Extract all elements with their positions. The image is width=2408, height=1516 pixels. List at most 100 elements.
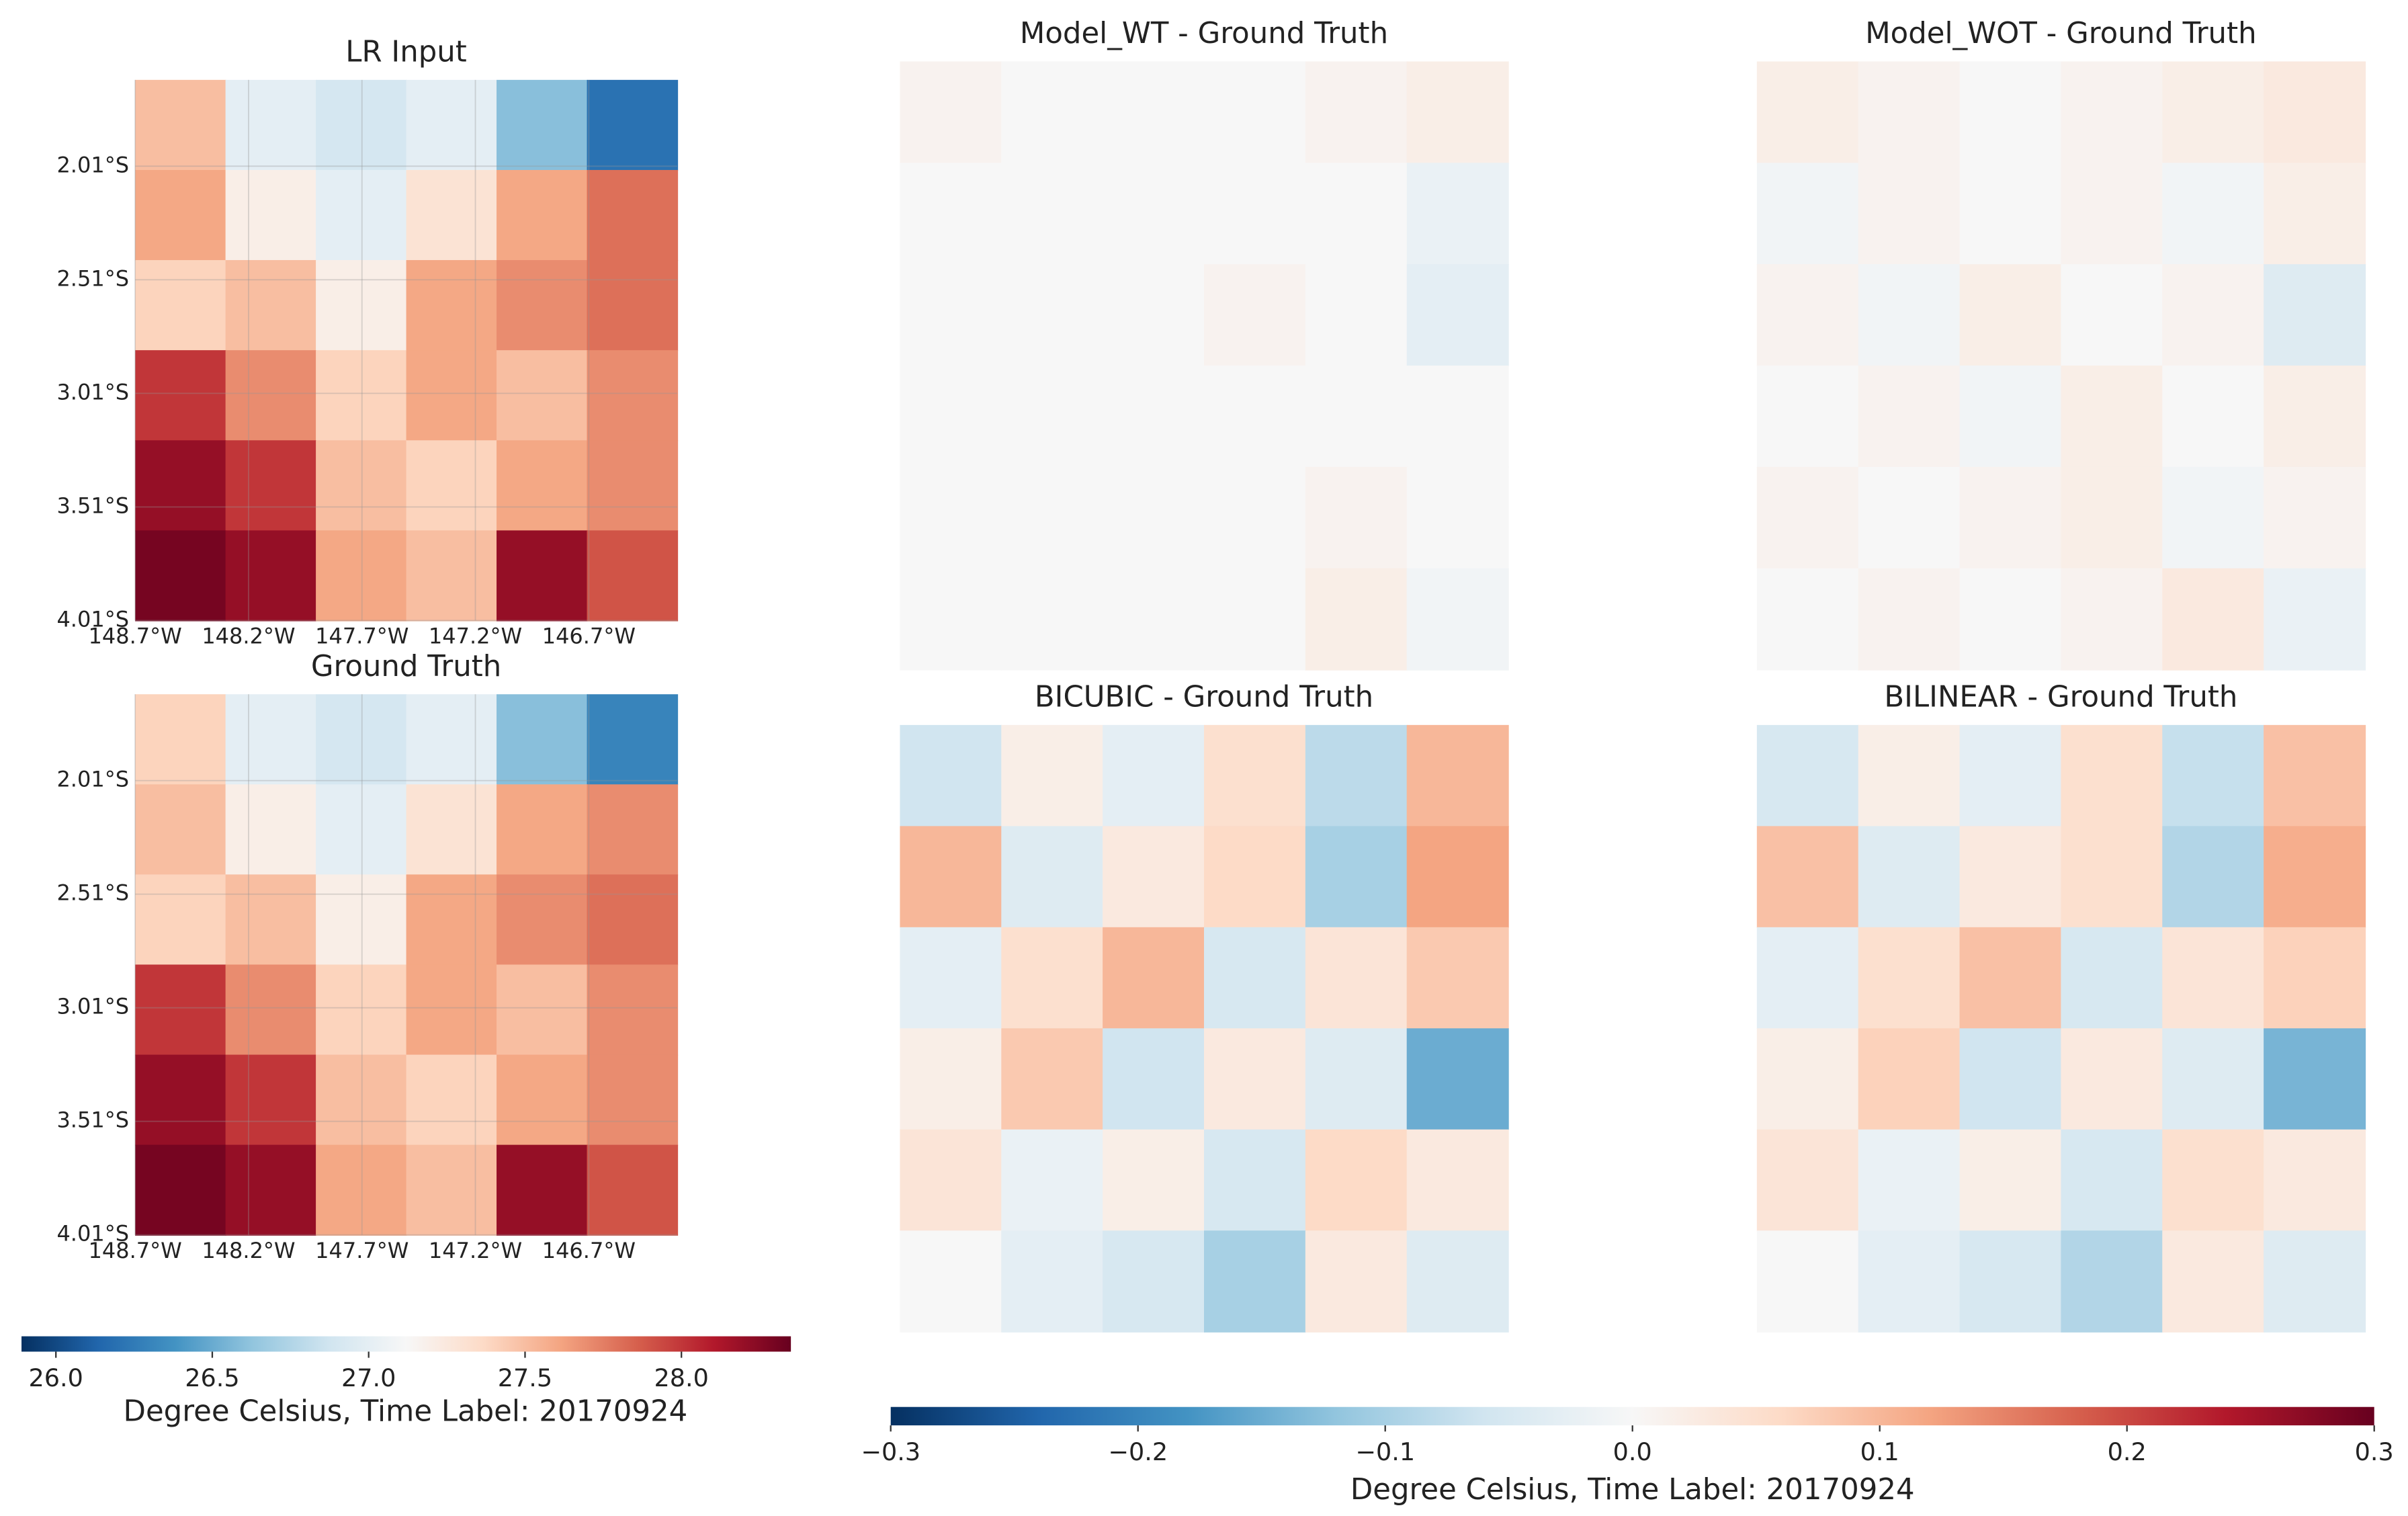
- heatmap-cell: [1959, 724, 2062, 827]
- x-tick-label: 148.2°W: [202, 624, 295, 649]
- heatmap-cell: [900, 826, 1002, 928]
- y-tick-label: 4.01°S: [56, 606, 129, 632]
- heatmap-cell: [1406, 366, 1509, 468]
- heatmap-cell: [2162, 1129, 2265, 1232]
- heatmap-cell: [497, 350, 588, 441]
- heatmap-cell: [2061, 1129, 2163, 1232]
- heatmap-cell: [1756, 927, 1859, 1029]
- heatmap-cell: [2162, 927, 2265, 1029]
- heatmap-cell: [1103, 163, 1205, 265]
- y-tick-label: 2.51°S: [56, 880, 129, 906]
- heatmap-cell: [406, 260, 498, 351]
- colorbar-label: Degree Celsius, Time Label: 20170924: [124, 1394, 688, 1428]
- colorbar-tick-label: −0.2: [1108, 1437, 1168, 1466]
- heatmap-cell: [497, 440, 588, 532]
- heatmap-cell: [316, 964, 407, 1056]
- heatmap-cell: [1959, 927, 2062, 1029]
- heatmap-cell: [497, 1054, 588, 1146]
- panel-title: Model_WOT - Ground Truth: [1865, 17, 2256, 50]
- heatmap-cell: [225, 1054, 317, 1146]
- heatmap-cell: [1001, 1028, 1104, 1130]
- heatmap-cell: [1858, 568, 1961, 671]
- heatmap-cell: [587, 530, 679, 622]
- y-tick-label: 2.01°S: [56, 767, 129, 792]
- heatmap-cell: [225, 964, 317, 1056]
- heatmap-cell: [2162, 568, 2265, 671]
- colorbar-label: Degree Celsius, Time Label: 20170924: [1350, 1473, 1915, 1507]
- heatmap-cell: [587, 260, 679, 351]
- heatmap-cell: [1103, 466, 1205, 569]
- x-tick-label: 148.7°W: [89, 1238, 182, 1263]
- heatmap-cell: [1001, 366, 1104, 468]
- heatmap-cell: [1001, 264, 1104, 367]
- heatmap-cell: [1858, 1230, 1961, 1333]
- heatmap-cell: [900, 1230, 1002, 1333]
- heatmap-cell: [2264, 366, 2366, 468]
- heatmap-cell: [2264, 61, 2366, 164]
- heatmap-cell: [1001, 927, 1104, 1029]
- heatmap-cell: [2162, 724, 2265, 827]
- heatmap-cell: [316, 79, 407, 171]
- heatmap-cell: [225, 79, 317, 171]
- heatmap-cell: [1305, 61, 1408, 164]
- heatmap-cell: [1103, 724, 1205, 827]
- heatmap-cell: [1959, 466, 2062, 569]
- heatmap-cell: [1305, 1028, 1408, 1130]
- heatmap-cell: [1756, 724, 1859, 827]
- heatmap-cell: [2162, 826, 2265, 928]
- heatmap-cell: [1001, 61, 1104, 164]
- heatmap-cell: [1858, 264, 1961, 367]
- heatmap-cell: [2162, 163, 2265, 265]
- heatmap-cell: [225, 260, 317, 351]
- heatmap-cell: [406, 350, 498, 441]
- heatmap-cell: [1103, 264, 1205, 367]
- colorbar-tick-label: 0.3: [2355, 1437, 2394, 1466]
- heatmap-cell: [1103, 568, 1205, 671]
- heatmap-cell: [1756, 1230, 1859, 1333]
- heatmap-cell: [225, 169, 317, 261]
- heatmap-cell: [1305, 163, 1408, 265]
- heatmap-cell: [1103, 366, 1205, 468]
- heatmap-cell: [406, 874, 498, 966]
- heatmap-cell: [316, 874, 407, 966]
- heatmap-cell: [2162, 1230, 2265, 1333]
- heatmap-cell: [2061, 1230, 2163, 1333]
- heatmap-cell: [900, 568, 1002, 671]
- heatmap-cell: [1204, 568, 1306, 671]
- heatmap-cell: [497, 79, 588, 171]
- heatmap-cell: [1305, 568, 1408, 671]
- heatmap-cell: [2061, 826, 2163, 928]
- heatmap-cell: [1103, 1230, 1205, 1333]
- heatmap-cell: [1305, 366, 1408, 468]
- heatmap-cell: [1756, 568, 1859, 671]
- heatmap-cell: [1756, 826, 1859, 928]
- heatmap-cell: [497, 1144, 588, 1236]
- heatmap-cell: [587, 1054, 679, 1146]
- x-tick-label: 146.7°W: [542, 1238, 636, 1263]
- heatmap-cell: [1001, 724, 1104, 827]
- heatmap-cell: [2061, 927, 2163, 1029]
- heatmap-cell: [1204, 466, 1306, 569]
- heatmap-cell: [2061, 724, 2163, 827]
- heatmap-cell: [1406, 568, 1509, 671]
- heatmap-cell: [135, 694, 226, 786]
- heatmap-cell: [1204, 264, 1306, 367]
- heatmap-cell: [497, 169, 588, 261]
- heatmap-cell: [587, 350, 679, 441]
- heatmap-cell: [1756, 366, 1859, 468]
- heatmap-cell: [497, 694, 588, 786]
- heatmap-cell: [497, 260, 588, 351]
- heatmap-cell: [1204, 927, 1306, 1029]
- heatmap-cell: [1305, 1230, 1408, 1333]
- heatmap-cell: [225, 440, 317, 532]
- heatmap-cell: [316, 1054, 407, 1146]
- heatmap-cell: [1858, 1129, 1961, 1232]
- y-tick-label: 3.51°S: [56, 1107, 129, 1133]
- colorbar-tick-label: −0.1: [1355, 1437, 1415, 1466]
- heatmap-cell: [2264, 466, 2366, 569]
- colorbar-tick-label: 0.0: [1613, 1437, 1652, 1466]
- heatmap-cell: [1204, 1230, 1306, 1333]
- heatmap-cell: [135, 440, 226, 532]
- heatmap-cell: [1406, 1129, 1509, 1232]
